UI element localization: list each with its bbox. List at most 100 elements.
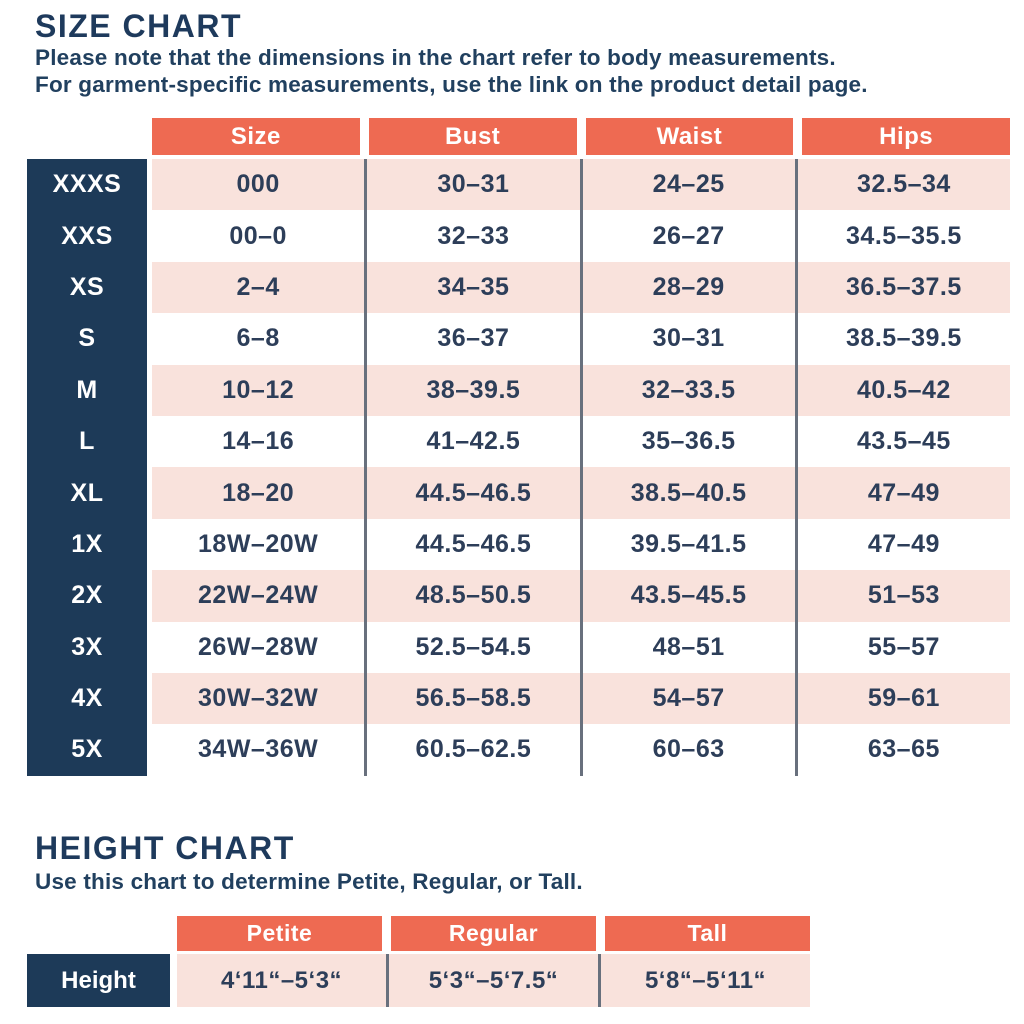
size-table: Size Bust Waist Hips XXXS 000 30–31 24–2…	[27, 118, 1010, 776]
size-row-label: XXS	[27, 210, 147, 262]
bust-value: 38–39.5	[364, 364, 580, 416]
hips-value: 47–49	[794, 518, 1010, 571]
size-value: 00–0	[152, 210, 365, 262]
column-gap	[147, 672, 152, 725]
size-chart-note: Please note that the dimensions in the c…	[35, 44, 868, 98]
bust-value: 48.5–50.5	[364, 570, 580, 622]
table-row-s: S 6–8 36–37 30–31 38.5–39.5	[27, 313, 1010, 365]
size-row-label: 3X	[27, 621, 147, 673]
waist-value: 28–29	[579, 261, 795, 314]
size-value: 000	[152, 159, 365, 211]
column-header-waist: Waist	[576, 118, 794, 155]
hips-value: 55–57	[794, 621, 1010, 673]
waist-value: 30–31	[579, 313, 795, 365]
table-row-2x: 2X 22W–24W 48.5–50.5 43.5–45.5 51–53	[27, 570, 1010, 622]
size-row-label: XXXS	[27, 159, 147, 211]
size-value: 22W–24W	[152, 570, 365, 622]
size-value: 10–12	[152, 364, 365, 416]
bust-value: 56.5–58.5	[364, 672, 580, 725]
size-row-label: 4X	[27, 672, 147, 725]
waist-value: 39.5–41.5	[579, 518, 795, 571]
column-header-bust: Bust	[359, 118, 577, 155]
table-row-l: L 14–16 41–42.5 35–36.5 43.5–45	[27, 415, 1010, 468]
bust-value: 30–31	[364, 159, 580, 211]
size-value: 14–16	[152, 415, 365, 468]
size-value: 34W–36W	[152, 724, 365, 776]
bust-value: 36–37	[364, 313, 580, 365]
waist-value: 26–27	[579, 210, 795, 262]
column-header-hips: Hips	[793, 118, 1010, 155]
column-gap	[147, 467, 152, 519]
bust-value: 44.5–46.5	[364, 467, 580, 519]
regular-height-value: 5‘3“–5‘7.5“	[386, 954, 598, 1007]
column-gap	[147, 159, 152, 211]
column-header-size: Size	[152, 118, 360, 155]
hips-value: 32.5–34	[794, 159, 1010, 211]
hips-value: 43.5–45	[794, 415, 1010, 468]
table-row-xxxs: XXXS 000 30–31 24–25 32.5–34	[27, 159, 1010, 211]
hips-value: 47–49	[794, 467, 1010, 519]
column-gap	[147, 518, 152, 571]
column-header-tall: Tall	[596, 916, 810, 951]
bust-value: 52.5–54.5	[364, 621, 580, 673]
petite-height-value: 4‘11“–5‘3“	[177, 954, 386, 1007]
column-gap	[147, 724, 152, 776]
column-header-regular: Regular	[382, 916, 596, 951]
waist-value: 48–51	[579, 621, 795, 673]
size-chart-note-line2: For garment-specific measurements, use t…	[35, 72, 868, 97]
size-table-body: XXXS 000 30–31 24–25 32.5–34 XXS 00–0 32…	[27, 159, 1010, 776]
size-row-label: S	[27, 313, 147, 365]
size-row-label: 1X	[27, 518, 147, 571]
hips-value: 63–65	[794, 724, 1010, 776]
height-chart-title: HEIGHT CHART	[35, 830, 295, 866]
height-table-header: Petite Regular Tall	[177, 916, 810, 951]
waist-value: 54–57	[579, 672, 795, 725]
size-table-header: Size Bust Waist Hips	[152, 118, 1010, 155]
hips-value: 59–61	[794, 672, 1010, 725]
height-chart-note: Use this chart to determine Petite, Regu…	[35, 869, 583, 894]
size-row-label: M	[27, 364, 147, 416]
table-row-4x: 4X 30W–32W 56.5–58.5 54–57 59–61	[27, 672, 1010, 725]
size-value: 2–4	[152, 261, 365, 314]
size-value: 18W–20W	[152, 518, 365, 571]
column-gap	[170, 954, 177, 1007]
waist-value: 60–63	[579, 724, 795, 776]
hips-value: 40.5–42	[794, 364, 1010, 416]
bust-value: 34–35	[364, 261, 580, 314]
size-row-label: 2X	[27, 570, 147, 622]
size-row-label: 5X	[27, 724, 147, 776]
table-row-xs: XS 2–4 34–35 28–29 36.5–37.5	[27, 261, 1010, 314]
size-chart-note-line1: Please note that the dimensions in the c…	[35, 45, 836, 70]
size-value: 6–8	[152, 313, 365, 365]
size-value: 18–20	[152, 467, 365, 519]
height-table: Petite Regular Tall Height 4‘11“–5‘3“ 5‘…	[27, 916, 810, 1007]
hips-value: 51–53	[794, 570, 1010, 622]
size-value: 26W–28W	[152, 621, 365, 673]
column-gap	[147, 313, 152, 365]
column-gap	[147, 261, 152, 314]
size-row-label: XL	[27, 467, 147, 519]
height-row-label: Height	[27, 954, 170, 1007]
column-gap	[147, 570, 152, 622]
size-value: 30W–32W	[152, 672, 365, 725]
waist-value: 43.5–45.5	[579, 570, 795, 622]
table-row-m: M 10–12 38–39.5 32–33.5 40.5–42	[27, 364, 1010, 416]
column-header-petite: Petite	[177, 916, 382, 951]
column-gap	[147, 210, 152, 262]
hips-value: 36.5–37.5	[794, 261, 1010, 314]
hips-value: 34.5–35.5	[794, 210, 1010, 262]
column-gap	[147, 415, 152, 468]
hips-value: 38.5–39.5	[794, 313, 1010, 365]
waist-value: 24–25	[579, 159, 795, 211]
table-row-1x: 1X 18W–20W 44.5–46.5 39.5–41.5 47–49	[27, 518, 1010, 571]
table-row-xl: XL 18–20 44.5–46.5 38.5–40.5 47–49	[27, 467, 1010, 519]
table-row-3x: 3X 26W–28W 52.5–54.5 48–51 55–57	[27, 621, 1010, 673]
bust-value: 44.5–46.5	[364, 518, 580, 571]
waist-value: 32–33.5	[579, 364, 795, 416]
bust-value: 41–42.5	[364, 415, 580, 468]
bust-value: 60.5–62.5	[364, 724, 580, 776]
column-gap	[147, 364, 152, 416]
tall-height-value: 5‘8“–5‘11“	[598, 954, 810, 1007]
table-row-xxs: XXS 00–0 32–33 26–27 34.5–35.5	[27, 210, 1010, 262]
